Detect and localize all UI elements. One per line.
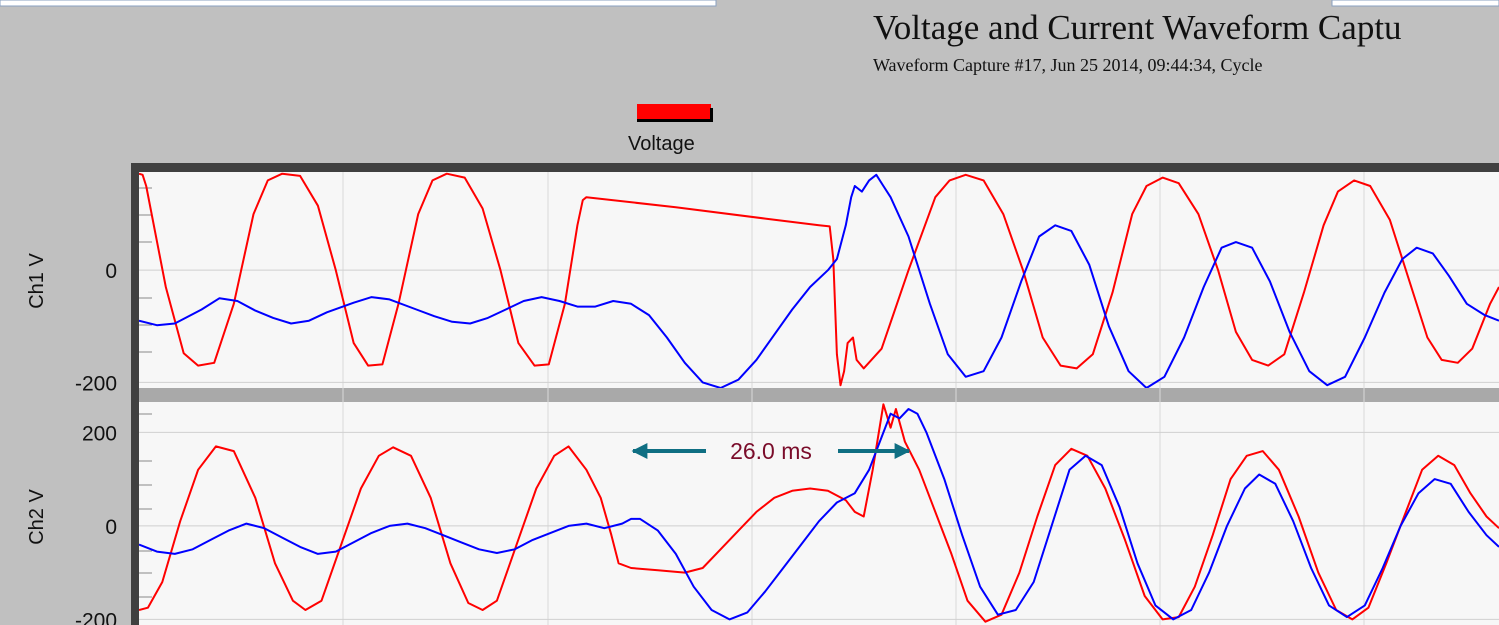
minor-ticks bbox=[139, 187, 152, 598]
top-window-strip bbox=[0, 0, 1499, 7]
series-ch1-blue bbox=[139, 173, 1499, 388]
vertical-grid bbox=[342, 172, 1365, 625]
tick-label-ch2-0: 200 bbox=[82, 422, 117, 445]
tick-label-ch1-0: 0 bbox=[105, 260, 117, 283]
series-ch2-red bbox=[139, 403, 1499, 623]
ylabel-ch2: Ch2 V bbox=[26, 489, 48, 545]
series-ch1-red bbox=[139, 172, 1499, 387]
tick-label-ch1-1: -200 bbox=[75, 372, 117, 395]
plot-left-frame bbox=[131, 163, 139, 625]
panel-ch1-background bbox=[139, 172, 1499, 388]
tick-label-ch2-1: 0 bbox=[105, 516, 117, 539]
tick-label-ch2-2: -200 bbox=[75, 609, 117, 625]
panel-separator bbox=[139, 388, 1499, 402]
annotation-label: 26.0 ms bbox=[730, 438, 812, 464]
series-ch2-blue bbox=[139, 408, 1499, 621]
plot-top-frame bbox=[131, 163, 1499, 172]
legend-swatch-voltage bbox=[637, 104, 713, 122]
time-annotation: 26.0 ms bbox=[631, 438, 911, 464]
chart-title: Voltage and Current Waveform Captu bbox=[873, 8, 1402, 47]
chart-subtitle: Waveform Capture #17, Jun 25 2014, 09:44… bbox=[873, 55, 1263, 75]
y-tick-labels: 0 -200 200 0 -200 bbox=[75, 260, 117, 625]
ylabel-ch1: Ch1 V bbox=[26, 253, 48, 309]
legend-label-voltage: Voltage bbox=[628, 133, 695, 155]
horizontal-grid bbox=[139, 269, 1499, 620]
panel-ch2-background bbox=[139, 402, 1499, 625]
